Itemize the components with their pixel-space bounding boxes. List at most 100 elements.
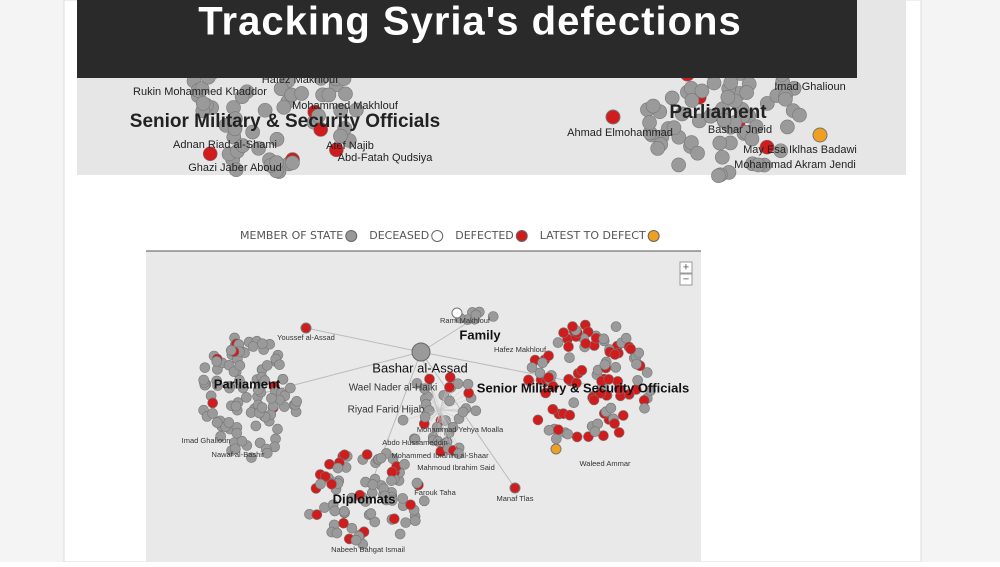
node — [595, 387, 606, 399]
node — [285, 382, 296, 394]
banner-bar — [77, 0, 857, 78]
node — [720, 89, 736, 105]
node-label: Mohammed Ibrahim al-Shaar — [391, 451, 489, 460]
node — [195, 96, 211, 111]
node — [580, 338, 591, 349]
node-label: Nawaf al-Bashir — [212, 450, 265, 459]
node — [540, 387, 551, 399]
node — [564, 409, 576, 421]
node — [236, 435, 248, 447]
node — [571, 431, 583, 443]
node — [551, 433, 562, 445]
node — [246, 452, 257, 463]
node — [617, 410, 629, 421]
node — [534, 367, 546, 379]
node — [276, 100, 292, 115]
node-label: Mohammad Yehya Moalla — [417, 425, 504, 434]
node — [235, 138, 250, 153]
edge — [439, 409, 454, 451]
zoom-out-label[interactable]: − — [683, 273, 689, 285]
node — [711, 168, 726, 184]
banner-label: Senior Military & Security Officials — [130, 111, 440, 132]
node — [272, 423, 283, 435]
node — [245, 124, 260, 140]
node — [234, 360, 246, 371]
node — [211, 356, 223, 367]
node — [274, 359, 285, 370]
node — [418, 495, 430, 507]
banner-title: Tracking Syria's defections — [198, 0, 741, 44]
node — [400, 517, 411, 528]
node — [259, 375, 271, 387]
node — [543, 350, 554, 362]
node — [228, 162, 244, 178]
node — [411, 477, 423, 489]
node — [411, 342, 431, 362]
node — [537, 357, 548, 369]
node — [748, 119, 764, 134]
node — [338, 506, 350, 517]
node — [589, 426, 601, 437]
node — [558, 327, 569, 339]
legend-label: LATEST TO DEFECT — [540, 229, 646, 242]
node — [409, 433, 421, 445]
edge — [439, 409, 449, 449]
node-label: Imad Ghalioun — [182, 436, 231, 445]
node — [365, 508, 377, 519]
node — [375, 452, 387, 464]
node — [346, 522, 358, 534]
node — [550, 443, 562, 455]
cluster-label: Parliament — [214, 376, 281, 391]
legend-label: DECEASED — [369, 229, 429, 242]
node — [641, 367, 653, 378]
node — [207, 408, 218, 419]
node — [277, 373, 289, 385]
node — [714, 149, 730, 165]
zoom-in-label[interactable]: + — [683, 261, 689, 273]
node — [553, 424, 564, 436]
cluster-label: Senior Military & Security Officials — [477, 380, 689, 395]
node — [645, 98, 661, 114]
banner-label: Ahmad Elmohammad — [567, 127, 673, 139]
zoom-out-button[interactable] — [679, 273, 693, 286]
banner-label: Abd-Fatah Qudsiya — [338, 152, 434, 164]
zoom-in-button[interactable] — [679, 261, 693, 274]
node — [410, 515, 421, 527]
node — [315, 478, 326, 490]
legend-swatch — [345, 230, 358, 242]
node — [739, 85, 754, 100]
node — [684, 93, 700, 108]
node — [311, 108, 326, 124]
legend-label: MEMBER OF STATE — [240, 229, 343, 242]
node — [339, 449, 350, 461]
node-label: Nabeeh Bahgat Ismail — [331, 545, 405, 554]
node — [650, 141, 665, 156]
node — [509, 482, 521, 494]
node — [257, 338, 268, 350]
node — [338, 517, 349, 529]
edge — [429, 378, 441, 411]
node — [419, 383, 430, 395]
node — [424, 373, 435, 385]
edge — [439, 397, 472, 411]
edge — [420, 351, 516, 489]
node — [487, 311, 499, 322]
node — [564, 352, 575, 363]
node — [261, 447, 273, 459]
node — [609, 418, 620, 429]
legend-swatch — [647, 230, 660, 242]
cluster-label: Bashar al-Assad — [372, 360, 467, 375]
banner-label: Ghazi Jaber Aboud — [188, 162, 282, 174]
node — [674, 106, 690, 122]
node — [447, 421, 459, 433]
node — [326, 478, 337, 490]
node — [202, 146, 218, 162]
node — [598, 430, 609, 442]
node — [394, 528, 406, 540]
node — [333, 103, 348, 118]
node — [567, 321, 578, 332]
node — [716, 112, 732, 128]
node — [397, 414, 409, 426]
edge — [420, 351, 591, 386]
